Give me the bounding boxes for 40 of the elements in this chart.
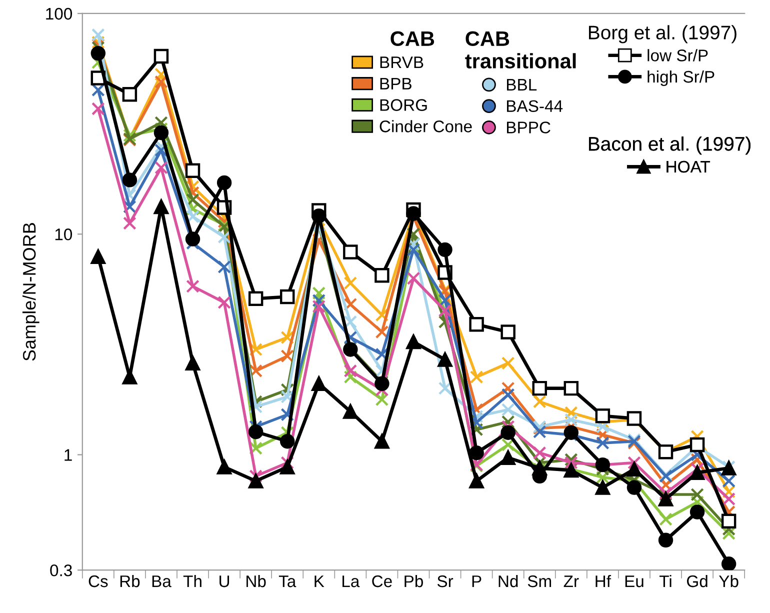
x-tick-label: Rb	[120, 574, 140, 588]
x-tick-label: Zr	[564, 576, 579, 588]
x-tick-label: Hf	[596, 574, 612, 588]
annotation: Bacon et al. (1997)	[588, 136, 750, 155]
x-tick-label: Yb	[719, 574, 738, 588]
x-tick-label: K	[314, 576, 324, 588]
legend-label: BAS-44	[507, 100, 563, 112]
x-tick-label: Nb	[246, 574, 266, 588]
legend-label: Cinder Cone	[380, 120, 472, 132]
x-tick-label: Ba	[152, 576, 172, 588]
x-tick-label: Cs	[88, 575, 108, 588]
x-tick-label: Pb	[404, 574, 423, 588]
y-tick-label: 0.3	[50, 564, 72, 576]
legend-label: BPB	[380, 78, 412, 90]
legend-label: high Sr/P	[648, 70, 714, 86]
x-tick-label: Sm	[528, 575, 552, 588]
x-tick-label: Ce	[372, 575, 392, 588]
legend-label: BBL	[507, 79, 537, 90]
legend-label: BRVB	[380, 56, 424, 68]
x-tick-label: Gd	[687, 574, 708, 588]
legend-label: BORG	[380, 99, 427, 111]
y-tick-label: 10	[55, 228, 72, 240]
annotation: Borg et al. (1997)	[588, 25, 736, 44]
legend-label: HOAT	[666, 160, 710, 173]
annotation: CAB transitional	[465, 31, 576, 68]
x-tick-label: Ta	[278, 576, 296, 588]
x-tick-label: La	[342, 576, 360, 588]
x-tick-label: Sr	[437, 575, 454, 588]
y-tick-label: 100	[46, 8, 72, 20]
legend-label: low Sr/P	[648, 49, 708, 62]
legend-label: BPPC	[507, 122, 550, 134]
x-tick-label: Ti	[660, 574, 672, 588]
x-tick-label: Th	[183, 574, 202, 588]
x-tick-label: Eu	[625, 576, 644, 588]
annotation: CAB	[390, 31, 434, 46]
y-axis-title: Sample/N-MORB	[22, 223, 40, 361]
x-tick-label: U	[220, 576, 230, 588]
x-tick-label: P	[472, 576, 482, 588]
x-tick-label: Nd	[498, 574, 518, 588]
y-tick-label: 1	[64, 449, 72, 461]
